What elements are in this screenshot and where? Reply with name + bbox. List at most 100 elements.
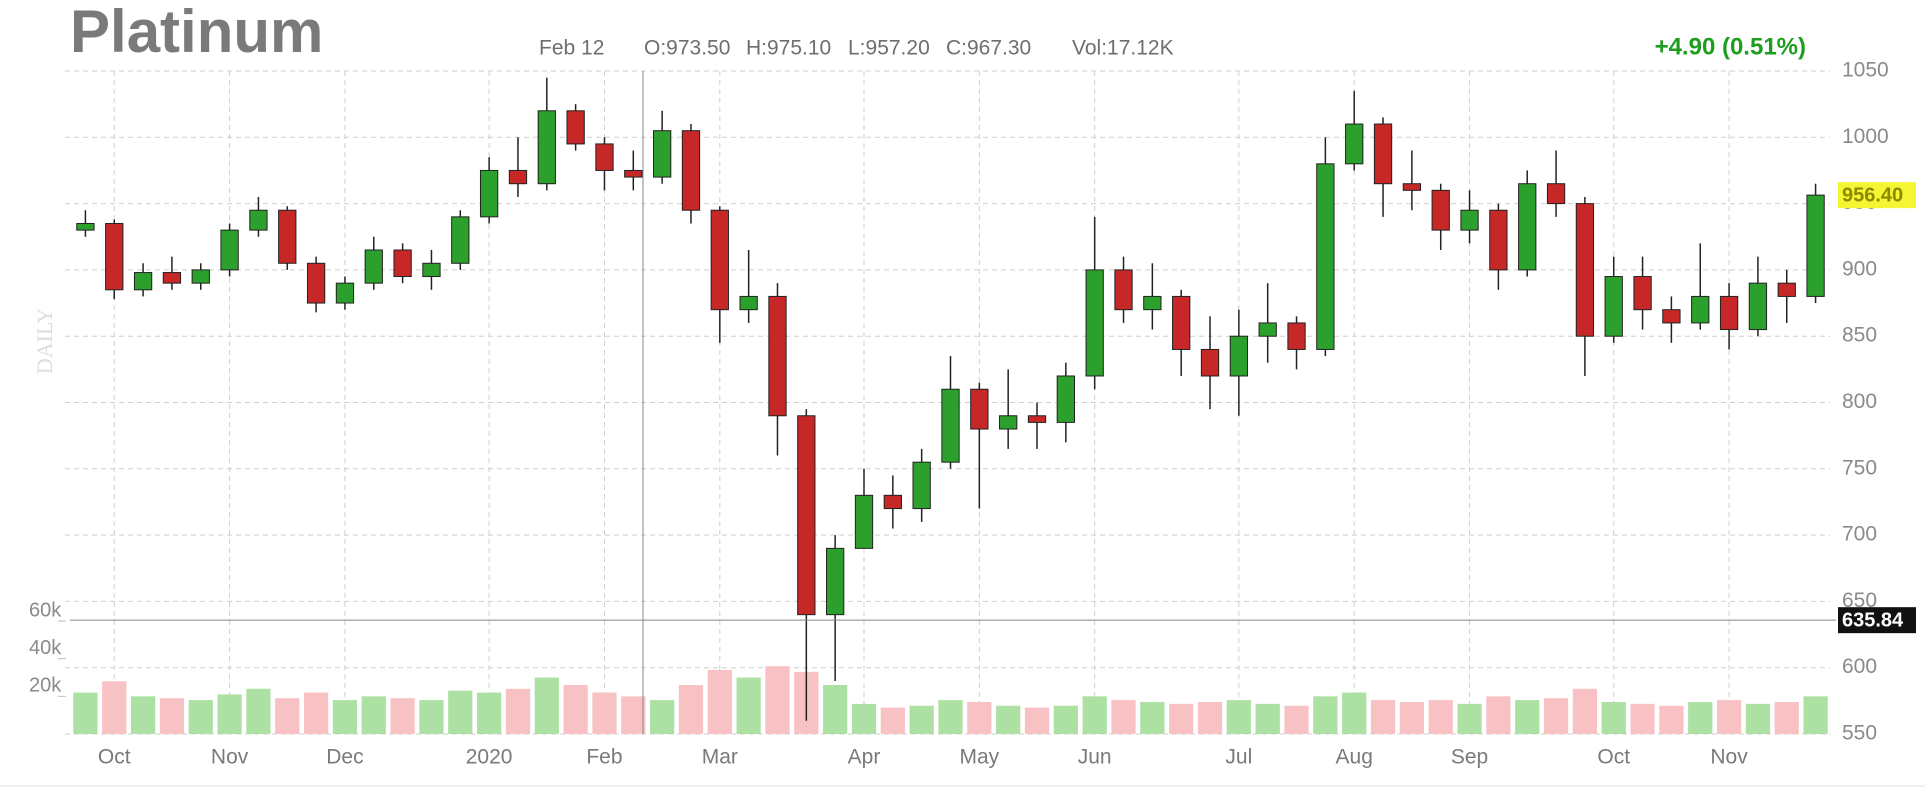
volume-bar — [1659, 705, 1684, 734]
volume-bar — [448, 690, 473, 734]
candle-body — [1806, 194, 1825, 297]
volume-bar — [707, 669, 732, 734]
volume-bar — [1197, 701, 1223, 734]
volume-tick-label: 20k — [29, 675, 62, 697]
candle-body — [451, 216, 470, 264]
candle-body — [1489, 209, 1508, 271]
candle-body — [1114, 269, 1133, 311]
candle-body — [624, 169, 643, 178]
cursor-high: H:975.10 — [746, 37, 831, 60]
candle-body — [1777, 282, 1796, 297]
candle-body — [1518, 183, 1537, 271]
candle-body — [1748, 282, 1768, 331]
y-tick-label: 550 — [1842, 722, 1877, 745]
candle-body — [883, 494, 902, 510]
x-tick-label: Jul — [1225, 746, 1252, 769]
y-tick-label: 850 — [1842, 324, 1877, 347]
watermark: DAILY — [32, 308, 57, 374]
volume-bar — [102, 681, 127, 734]
y-tick-label: 1050 — [1842, 59, 1889, 82]
x-tick-label: Aug — [1336, 746, 1373, 769]
candle-body — [191, 269, 210, 284]
volume-bar — [419, 700, 444, 734]
volume-bar — [188, 700, 213, 734]
volume-bar — [1428, 700, 1453, 734]
y-tick-label: 600 — [1842, 655, 1877, 678]
volume-bar — [909, 705, 934, 734]
volume-bar — [390, 698, 415, 734]
x-tick-label: Nov — [211, 746, 249, 769]
candle-body — [1085, 269, 1104, 377]
volume-bar — [1486, 696, 1511, 734]
volume-bar — [1342, 692, 1367, 734]
x-tick-label: Nov — [1710, 746, 1748, 769]
y-tick-label: 1000 — [1842, 125, 1889, 148]
candle-body — [912, 461, 931, 510]
volume-bar — [1255, 703, 1280, 734]
candle-body — [566, 110, 585, 145]
volume-bar — [678, 685, 704, 734]
candle-body — [1633, 276, 1652, 311]
volume-bar — [1716, 700, 1742, 734]
x-tick-label: Mar — [702, 746, 738, 769]
y-tick-label: 700 — [1842, 523, 1877, 546]
volume-bar — [1572, 688, 1598, 734]
y-tick-label: 800 — [1842, 390, 1877, 413]
price-change: +4.90 (0.51%) — [1655, 33, 1806, 60]
volume-bar — [1082, 696, 1107, 734]
candle-body — [1027, 415, 1047, 423]
candle-body — [220, 229, 239, 271]
volume-tick-label: 40k — [29, 637, 62, 659]
candle-body — [1373, 123, 1393, 185]
candle-body — [1258, 322, 1277, 337]
x-tick-label: Feb — [586, 746, 622, 769]
x-tick-label: 2020 — [466, 746, 513, 769]
candle-body — [1200, 348, 1220, 377]
cursor-price-label: 635.84 — [1842, 609, 1904, 631]
candle-body — [1575, 203, 1595, 337]
candle-body — [1719, 295, 1739, 331]
candle-body — [1402, 183, 1422, 191]
candle-body — [537, 110, 556, 185]
x-tick-label: Jun — [1078, 746, 1112, 769]
volume-bar — [1745, 703, 1771, 734]
volume-bar — [361, 696, 386, 734]
candle-body — [1431, 189, 1450, 231]
cursor-close: C:967.30 — [946, 37, 1031, 60]
volume-bar — [303, 692, 329, 734]
last-price-label: 956.40 — [1842, 184, 1903, 206]
candle-body — [479, 169, 499, 218]
candle-body — [1316, 163, 1335, 350]
chart-title: Platinum — [70, 0, 323, 65]
volume-bar — [880, 707, 905, 734]
x-tick-label: Oct — [1597, 746, 1630, 769]
candle-body — [1460, 209, 1479, 231]
volume-bar — [592, 692, 617, 734]
candle-body — [1056, 375, 1075, 423]
candle-body — [306, 262, 326, 304]
volume-bar — [130, 696, 156, 734]
cursor-open: O:973.50 — [644, 37, 730, 60]
volume-bar — [736, 677, 761, 734]
candle-body — [1172, 295, 1191, 350]
volume-bar — [1226, 700, 1251, 734]
candle-body — [364, 249, 383, 284]
cursor-price-box — [1838, 607, 1916, 634]
volume-bar — [534, 677, 559, 734]
volume-bar — [1111, 700, 1136, 734]
volume-bar — [1399, 701, 1424, 734]
volume-bar — [1774, 701, 1799, 734]
candle-body — [1691, 295, 1710, 324]
candle-body — [249, 209, 268, 231]
volume-bar — [1688, 701, 1713, 734]
volume-bar — [1601, 701, 1626, 734]
candle-body — [797, 415, 816, 616]
volume-bar — [1457, 703, 1482, 734]
y-tick-label: 750 — [1842, 456, 1877, 479]
volume-bar — [650, 700, 675, 734]
volume-bar — [563, 685, 588, 734]
volume-bar — [159, 698, 185, 734]
volume-bar — [1803, 696, 1828, 734]
volume-bar — [477, 692, 502, 734]
